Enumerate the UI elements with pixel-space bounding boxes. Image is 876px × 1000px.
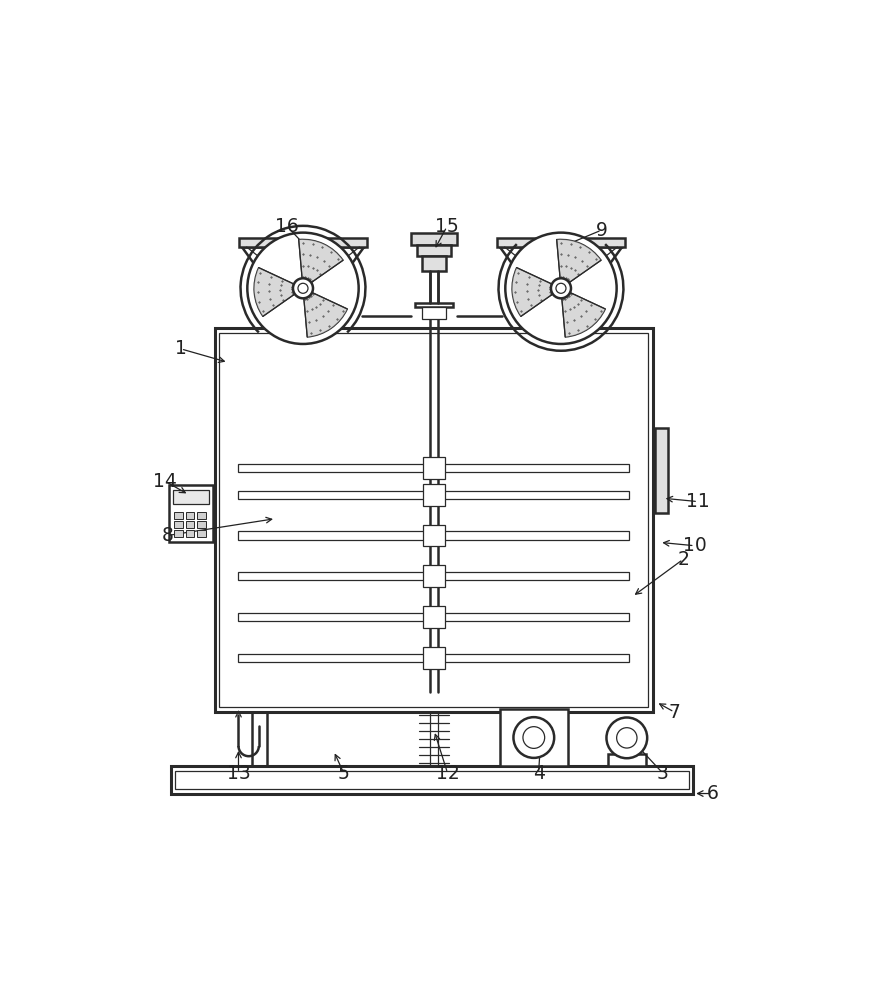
Bar xyxy=(215,328,653,712)
Text: 15: 15 xyxy=(435,217,459,236)
Wedge shape xyxy=(303,288,348,337)
Bar xyxy=(438,654,629,662)
Bar xyxy=(423,484,445,506)
Circle shape xyxy=(513,717,555,758)
Text: 14: 14 xyxy=(153,472,177,491)
Bar xyxy=(197,521,206,528)
Text: 10: 10 xyxy=(682,536,707,555)
Bar xyxy=(220,333,648,707)
Bar xyxy=(500,709,568,766)
Bar xyxy=(238,464,430,472)
Wedge shape xyxy=(557,239,601,288)
Wedge shape xyxy=(512,268,561,316)
Polygon shape xyxy=(500,247,622,305)
Bar xyxy=(438,491,629,499)
Wedge shape xyxy=(254,268,303,316)
Wedge shape xyxy=(299,239,343,288)
Text: 16: 16 xyxy=(275,217,300,236)
Bar xyxy=(415,303,453,307)
Bar xyxy=(421,307,446,319)
Text: 4: 4 xyxy=(533,764,545,783)
Circle shape xyxy=(551,278,571,298)
Bar xyxy=(438,572,629,580)
Bar xyxy=(171,766,694,794)
Polygon shape xyxy=(242,247,364,305)
Bar xyxy=(238,572,430,580)
Bar xyxy=(186,512,194,519)
Bar xyxy=(197,530,206,537)
Circle shape xyxy=(523,727,545,748)
Text: 12: 12 xyxy=(435,764,460,783)
Bar xyxy=(498,238,625,247)
Bar xyxy=(186,530,194,537)
Circle shape xyxy=(505,233,617,344)
Bar xyxy=(423,457,445,479)
Text: 2: 2 xyxy=(677,550,689,569)
Bar xyxy=(174,521,183,528)
Text: 11: 11 xyxy=(686,492,710,511)
Text: 8: 8 xyxy=(161,526,173,545)
Bar xyxy=(186,521,194,528)
Bar xyxy=(417,245,451,256)
Bar xyxy=(175,771,689,789)
Bar xyxy=(238,531,430,540)
Bar xyxy=(608,754,646,766)
Wedge shape xyxy=(254,268,303,316)
Bar xyxy=(174,512,183,519)
Text: 6: 6 xyxy=(706,784,718,803)
Circle shape xyxy=(247,233,358,344)
Circle shape xyxy=(293,278,313,298)
Circle shape xyxy=(298,283,308,293)
Wedge shape xyxy=(303,288,348,337)
Bar xyxy=(238,654,430,662)
Wedge shape xyxy=(561,288,605,337)
Bar xyxy=(174,530,183,537)
Bar xyxy=(423,606,445,628)
Text: 13: 13 xyxy=(227,764,251,783)
Bar xyxy=(423,565,445,587)
Text: 5: 5 xyxy=(338,764,350,783)
Bar xyxy=(238,613,430,621)
Text: 1: 1 xyxy=(175,339,187,358)
Bar xyxy=(411,233,457,245)
Bar xyxy=(421,256,446,271)
Text: 3: 3 xyxy=(657,764,668,783)
Wedge shape xyxy=(561,288,605,337)
Bar xyxy=(438,531,629,540)
Circle shape xyxy=(556,283,566,293)
Circle shape xyxy=(617,728,637,748)
Bar xyxy=(423,647,445,669)
Wedge shape xyxy=(299,239,343,288)
Wedge shape xyxy=(512,268,561,316)
Bar xyxy=(423,525,445,546)
Bar xyxy=(438,464,629,472)
Wedge shape xyxy=(557,239,601,288)
Bar xyxy=(438,613,629,621)
Bar xyxy=(238,491,430,499)
Bar xyxy=(655,428,668,513)
Text: 7: 7 xyxy=(668,703,681,722)
Circle shape xyxy=(606,717,647,758)
Bar xyxy=(239,238,367,247)
Bar xyxy=(173,490,208,504)
Bar xyxy=(197,512,206,519)
Bar xyxy=(168,485,213,542)
Text: 9: 9 xyxy=(596,221,608,240)
